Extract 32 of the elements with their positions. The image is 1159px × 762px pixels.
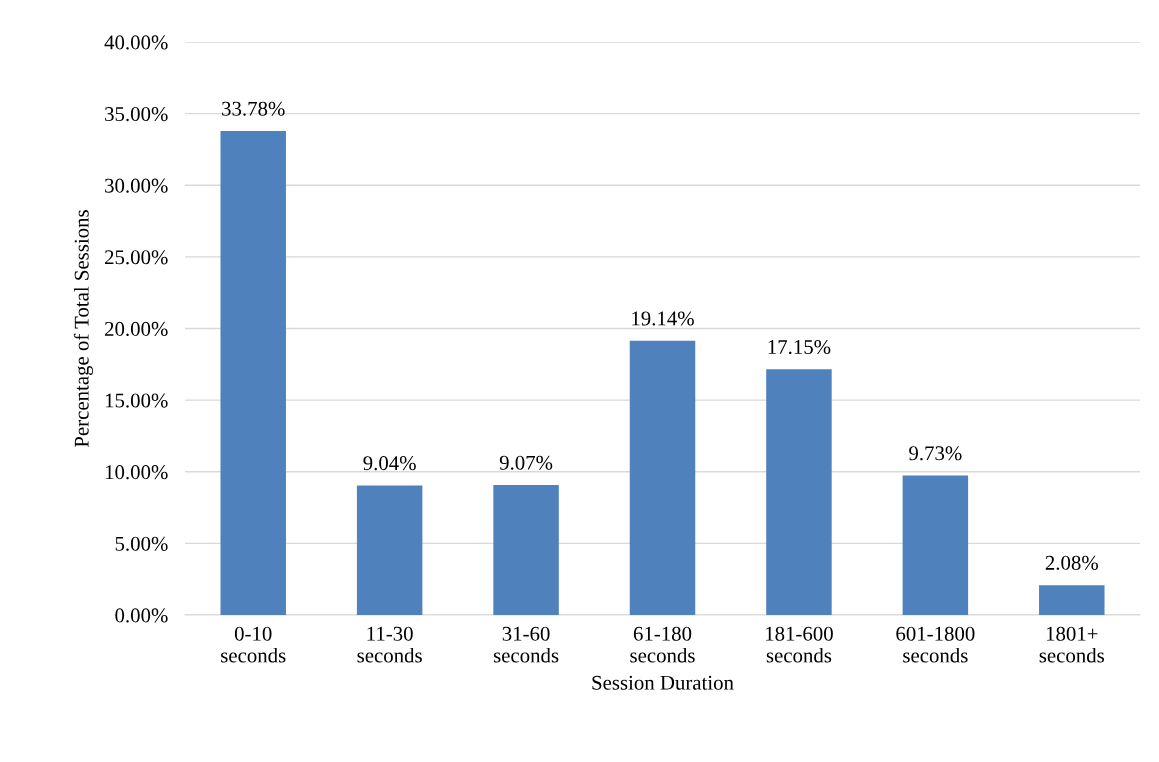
y-tick-label: 10.00% <box>105 465 168 480</box>
x-tick-label: 11-30 seconds <box>357 626 422 663</box>
y-tick-label: 35.00% <box>105 107 168 122</box>
data-label: 19.14% <box>632 311 694 326</box>
y-tick-label: 0.00% <box>115 608 168 623</box>
x-tick-label: 61-180 seconds <box>630 626 695 663</box>
bar <box>902 475 969 615</box>
bar <box>356 485 423 615</box>
bar <box>493 485 559 615</box>
y-tick-label: 40.00% <box>104 35 168 50</box>
x-axis-title: Session Duration <box>592 675 734 690</box>
x-tick-label: 31-60 seconds <box>493 626 559 663</box>
bar <box>220 131 286 615</box>
y-tick-label: 15.00% <box>105 393 168 408</box>
data-label: 9.73% <box>909 446 962 461</box>
bar <box>1039 585 1105 615</box>
data-label: 9.04% <box>363 456 416 471</box>
data-label: 9.07% <box>499 455 553 470</box>
y-tick-label: 25.00% <box>105 250 168 265</box>
x-tick-label: 0-10 seconds <box>221 626 286 663</box>
y-tick-label: 30.00% <box>105 178 168 193</box>
bar <box>766 369 832 615</box>
y-axis-title: Percentage of Total Sessions <box>73 210 93 448</box>
bar <box>629 340 696 615</box>
x-tick-label: 181-600 seconds <box>766 626 833 663</box>
y-tick-label: 20.00% <box>105 321 168 337</box>
data-label: 2.08% <box>1045 555 1098 570</box>
x-tick-label: 601-1800 seconds <box>896 626 975 663</box>
x-tick-label: 1801+ seconds <box>1039 626 1105 663</box>
data-label: 17.15% <box>768 339 831 355</box>
y-tick-label: 5.00% <box>115 536 168 551</box>
data-label: 33.78% <box>222 101 285 116</box>
